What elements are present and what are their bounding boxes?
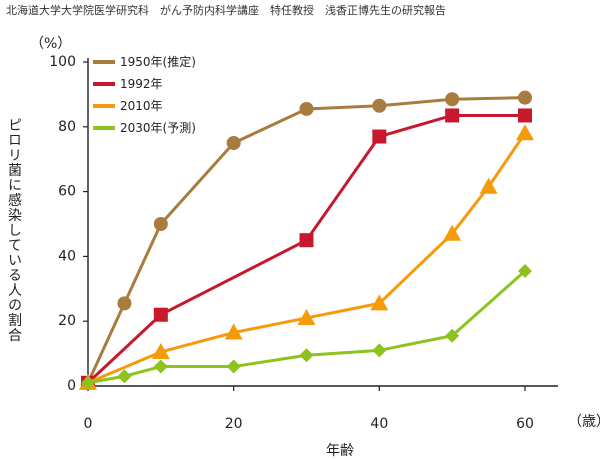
data-point [151, 342, 170, 359]
data-point [153, 307, 168, 322]
data-point [445, 92, 460, 107]
legend-item: 1992年 [93, 77, 163, 91]
x-axis-unit: （歳） [568, 414, 600, 430]
legend-item: 2010年 [93, 99, 163, 113]
series-line [87, 269, 526, 385]
data-point [224, 323, 243, 340]
series-2 [81, 108, 532, 390]
legend-label: 1950年(推定) [120, 54, 196, 69]
series-line [87, 132, 527, 385]
x-axis-label: 年齢 [326, 443, 354, 459]
data-point [443, 224, 462, 241]
series-1 [81, 90, 532, 390]
y-tick-label: 40 [58, 248, 76, 264]
data-point [518, 90, 532, 105]
data-point [226, 136, 241, 150]
data-point [518, 263, 532, 278]
y-axis-label: ピロリ菌に感染している人の割合 [6, 118, 22, 343]
legend-item: 1950年(推定) [93, 54, 196, 69]
data-point [516, 124, 534, 141]
data-point [299, 233, 314, 248]
series-line [86, 96, 526, 384]
data-point [153, 217, 168, 231]
data-point [445, 108, 460, 123]
y-tick-label: 100 [49, 54, 76, 70]
data-point [226, 359, 241, 374]
series-line [86, 113, 525, 384]
x-tick-label: 20 [225, 416, 243, 432]
data-point [299, 101, 314, 116]
data-point [297, 308, 316, 325]
legend-label: 1992年 [120, 77, 163, 91]
series-4 [81, 263, 532, 390]
legend-label: 2010年 [120, 99, 163, 113]
data-point [479, 177, 498, 194]
data-point [153, 359, 168, 374]
series-layer [79, 90, 534, 390]
data-point [372, 343, 387, 358]
data-point [117, 296, 132, 311]
data-point [370, 294, 389, 311]
legend-item: 2030年(予測) [93, 121, 196, 135]
x-tick-label: 60 [516, 416, 534, 432]
y-tick-label: 0 [67, 378, 76, 394]
axes: 0 20 40 60 80 100 0 20 40 60 [49, 54, 558, 432]
data-point [81, 375, 95, 390]
y-tick-label: 60 [58, 184, 76, 200]
legend-label: 2030年(予測) [120, 121, 196, 135]
data-point [299, 348, 314, 363]
header-title: 北海道大学大学院医学研究科 がん予防内科学講座 特任教授 浅香正博先生の研究報告 [6, 3, 446, 17]
data-point [372, 129, 387, 144]
y-tick-label: 20 [58, 313, 76, 329]
data-point [518, 108, 532, 123]
data-point [445, 328, 460, 343]
data-point [117, 369, 132, 384]
x-tick-label: 40 [370, 416, 388, 432]
data-point [372, 98, 387, 113]
y-tick-label: 80 [58, 119, 76, 135]
x-tick-label: 0 [84, 416, 93, 432]
y-axis-unit: （%） [30, 36, 71, 52]
legend: 1950年(推定) 1992年 2010年 2030年(予測) [93, 54, 196, 135]
series-3 [79, 124, 534, 390]
